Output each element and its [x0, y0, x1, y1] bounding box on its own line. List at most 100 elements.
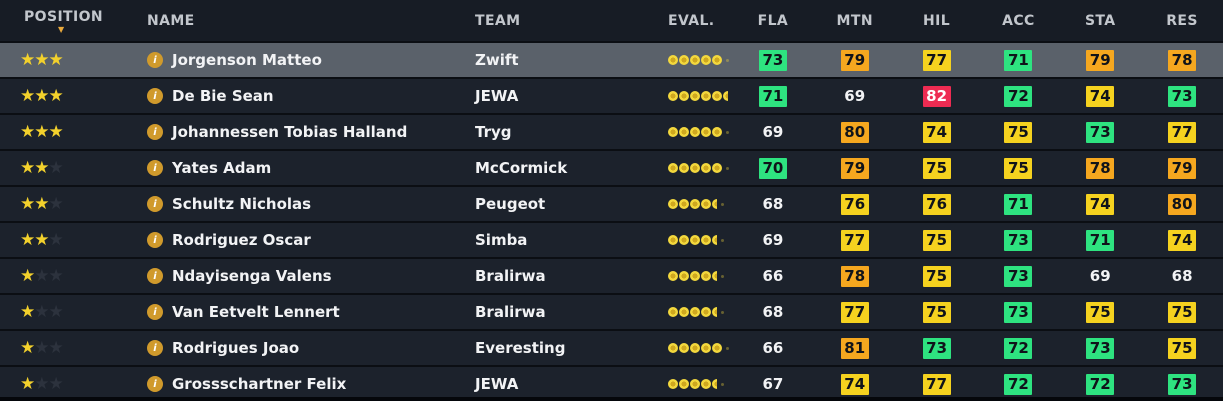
- column-header-fla[interactable]: FLA: [757, 12, 789, 29]
- star-full-icon: ★: [20, 302, 35, 322]
- eval-dot-full-icon: [668, 199, 678, 209]
- eval-rating: [645, 91, 732, 101]
- eval-dot-full-icon: [690, 163, 700, 173]
- rider-name: Van Eetvelt Lennert: [172, 303, 340, 321]
- table-row[interactable]: ★★★ i Jorgenson Matteo Zwift 73 79 77 71 79 7…: [0, 41, 1223, 77]
- table-row[interactable]: ★★★ i Yates Adam McCormick 70 79 75 75 78 79: [0, 149, 1223, 185]
- table-body: ★★★ i Jorgenson Matteo Zwift 73 79 77 71 79 7…: [0, 41, 1223, 401]
- info-icon[interactable]: i: [147, 160, 163, 176]
- eval-dot-empty-icon: [726, 130, 729, 134]
- position-stars: ★★★: [0, 86, 123, 106]
- info-icon[interactable]: i: [147, 268, 163, 284]
- stat-value-res: 73: [1168, 373, 1197, 395]
- eval-dot-empty-icon: [721, 238, 724, 242]
- info-icon[interactable]: i: [147, 232, 163, 248]
- column-header-mtn[interactable]: MTN: [836, 12, 873, 29]
- stat-value-hil: 75: [922, 157, 951, 179]
- eval-dot-full-icon: [668, 127, 678, 137]
- star-empty-icon: ★: [34, 266, 49, 286]
- info-icon[interactable]: i: [147, 124, 163, 140]
- eval-dot-full-icon: [679, 271, 689, 281]
- rider-name: Grossschartner Felix: [172, 375, 347, 393]
- stat-value-mtn: 79: [840, 157, 869, 179]
- eval-dot-full-icon: [701, 163, 711, 173]
- stat-value-hil: 77: [922, 49, 951, 71]
- table-row[interactable]: ★★★ i Johannessen Tobias Halland Tryg 69…: [0, 113, 1223, 149]
- star-full-icon: ★: [20, 266, 35, 286]
- stat-value-hil: 77: [922, 373, 951, 395]
- table-row[interactable]: ★★★ i Ndayisenga Valens Bralirwa 66 78 75 7…: [0, 257, 1223, 293]
- info-icon[interactable]: i: [147, 304, 163, 320]
- column-header-position-label: POSITION: [24, 8, 104, 25]
- position-stars: ★★★: [0, 230, 123, 250]
- star-full-icon: ★: [48, 50, 64, 70]
- table-row[interactable]: ★★★ i Van Eetvelt Lennert Bralirwa 68 77 7…: [0, 293, 1223, 329]
- star-empty-icon: ★: [34, 302, 49, 322]
- eval-rating: [645, 343, 732, 353]
- stat-value-acc: 75: [1004, 121, 1033, 143]
- eval-rating: [645, 199, 732, 209]
- stat-value-fla: 70: [758, 157, 787, 179]
- eval-dot-full-icon: [690, 91, 700, 101]
- rider-name: Ndayisenga Valens: [172, 267, 332, 285]
- table-row[interactable]: ★★★ i Rodriguez Oscar Simba 69 77 75 73 71 74: [0, 221, 1223, 257]
- star-full-icon: ★: [20, 158, 35, 178]
- eval-dot-full-icon: [679, 91, 689, 101]
- stat-value-sta: 74: [1086, 193, 1115, 215]
- column-header-sta[interactable]: STA: [1084, 12, 1116, 29]
- rider-name: Schultz Nicholas: [172, 195, 312, 213]
- info-icon[interactable]: i: [147, 88, 163, 104]
- star-full-icon: ★: [48, 86, 64, 106]
- table-header: POSITION ▼ NAME TEAM EVAL. FLA MTN HIL A…: [0, 0, 1223, 41]
- position-stars: ★★★: [0, 374, 123, 394]
- stat-value-fla: 66: [762, 339, 784, 357]
- eval-dot-full-icon: [701, 343, 711, 353]
- info-icon[interactable]: i: [147, 196, 163, 212]
- team-name: Everesting: [475, 339, 566, 357]
- eval-rating: [645, 127, 732, 137]
- column-header-eval[interactable]: EVAL.: [668, 12, 715, 29]
- column-header-team[interactable]: TEAM: [475, 12, 521, 29]
- team-name: McCormick: [475, 159, 568, 177]
- team-name: Simba: [475, 231, 528, 249]
- eval-dot-full-icon: [668, 307, 678, 317]
- stat-value-acc: 72: [1004, 337, 1033, 359]
- star-full-icon: ★: [20, 194, 35, 214]
- stat-value-acc: 72: [1004, 85, 1033, 107]
- stat-value-hil: 82: [922, 85, 951, 107]
- column-header-name[interactable]: NAME: [147, 12, 195, 29]
- stat-value-mtn: 80: [840, 121, 869, 143]
- stat-value-res: 80: [1168, 193, 1197, 215]
- eval-dot-full-icon: [668, 235, 678, 245]
- stat-value-sta: 73: [1086, 121, 1115, 143]
- table-row[interactable]: ★★★ i Rodrigues Joao Everesting 66 81 73 72…: [0, 329, 1223, 365]
- eval-dot-full-icon: [668, 271, 678, 281]
- position-stars: ★★★: [0, 194, 123, 214]
- column-header-hil[interactable]: HIL: [923, 12, 951, 29]
- stat-value-mtn: 69: [844, 87, 866, 105]
- eval-dot-full-icon: [690, 307, 700, 317]
- info-icon[interactable]: i: [147, 52, 163, 68]
- team-name: Zwift: [475, 51, 519, 69]
- eval-rating: [645, 55, 732, 65]
- eval-dot-full-icon: [668, 379, 678, 389]
- info-icon[interactable]: i: [147, 340, 163, 356]
- stat-value-mtn: 76: [840, 193, 869, 215]
- eval-dot-full-icon: [701, 271, 711, 281]
- star-full-icon: ★: [20, 230, 35, 250]
- table-row[interactable]: ★★★ i De Bie Sean JEWA 71 69 82 72 74 73: [0, 77, 1223, 113]
- column-header-res[interactable]: RES: [1166, 12, 1198, 29]
- info-icon[interactable]: i: [147, 376, 163, 392]
- table-row[interactable]: ★★★ i Schultz Nicholas Peugeot 68 76 76 71 7…: [0, 185, 1223, 221]
- column-header-position[interactable]: POSITION ▼: [0, 8, 123, 34]
- stat-value-acc: 72: [1004, 373, 1033, 395]
- sort-desc-icon: ▼: [58, 24, 65, 34]
- table-row[interactable]: ★★★ i Grossschartner Felix JEWA 67 74 77 72…: [0, 365, 1223, 401]
- column-header-acc[interactable]: ACC: [1002, 12, 1035, 29]
- stat-value-mtn: 77: [840, 229, 869, 251]
- team-name: JEWA: [475, 375, 519, 393]
- eval-dot-full-icon: [701, 235, 711, 245]
- stat-value-acc: 71: [1004, 193, 1033, 215]
- star-empty-icon: ★: [48, 230, 64, 250]
- star-full-icon: ★: [34, 230, 49, 250]
